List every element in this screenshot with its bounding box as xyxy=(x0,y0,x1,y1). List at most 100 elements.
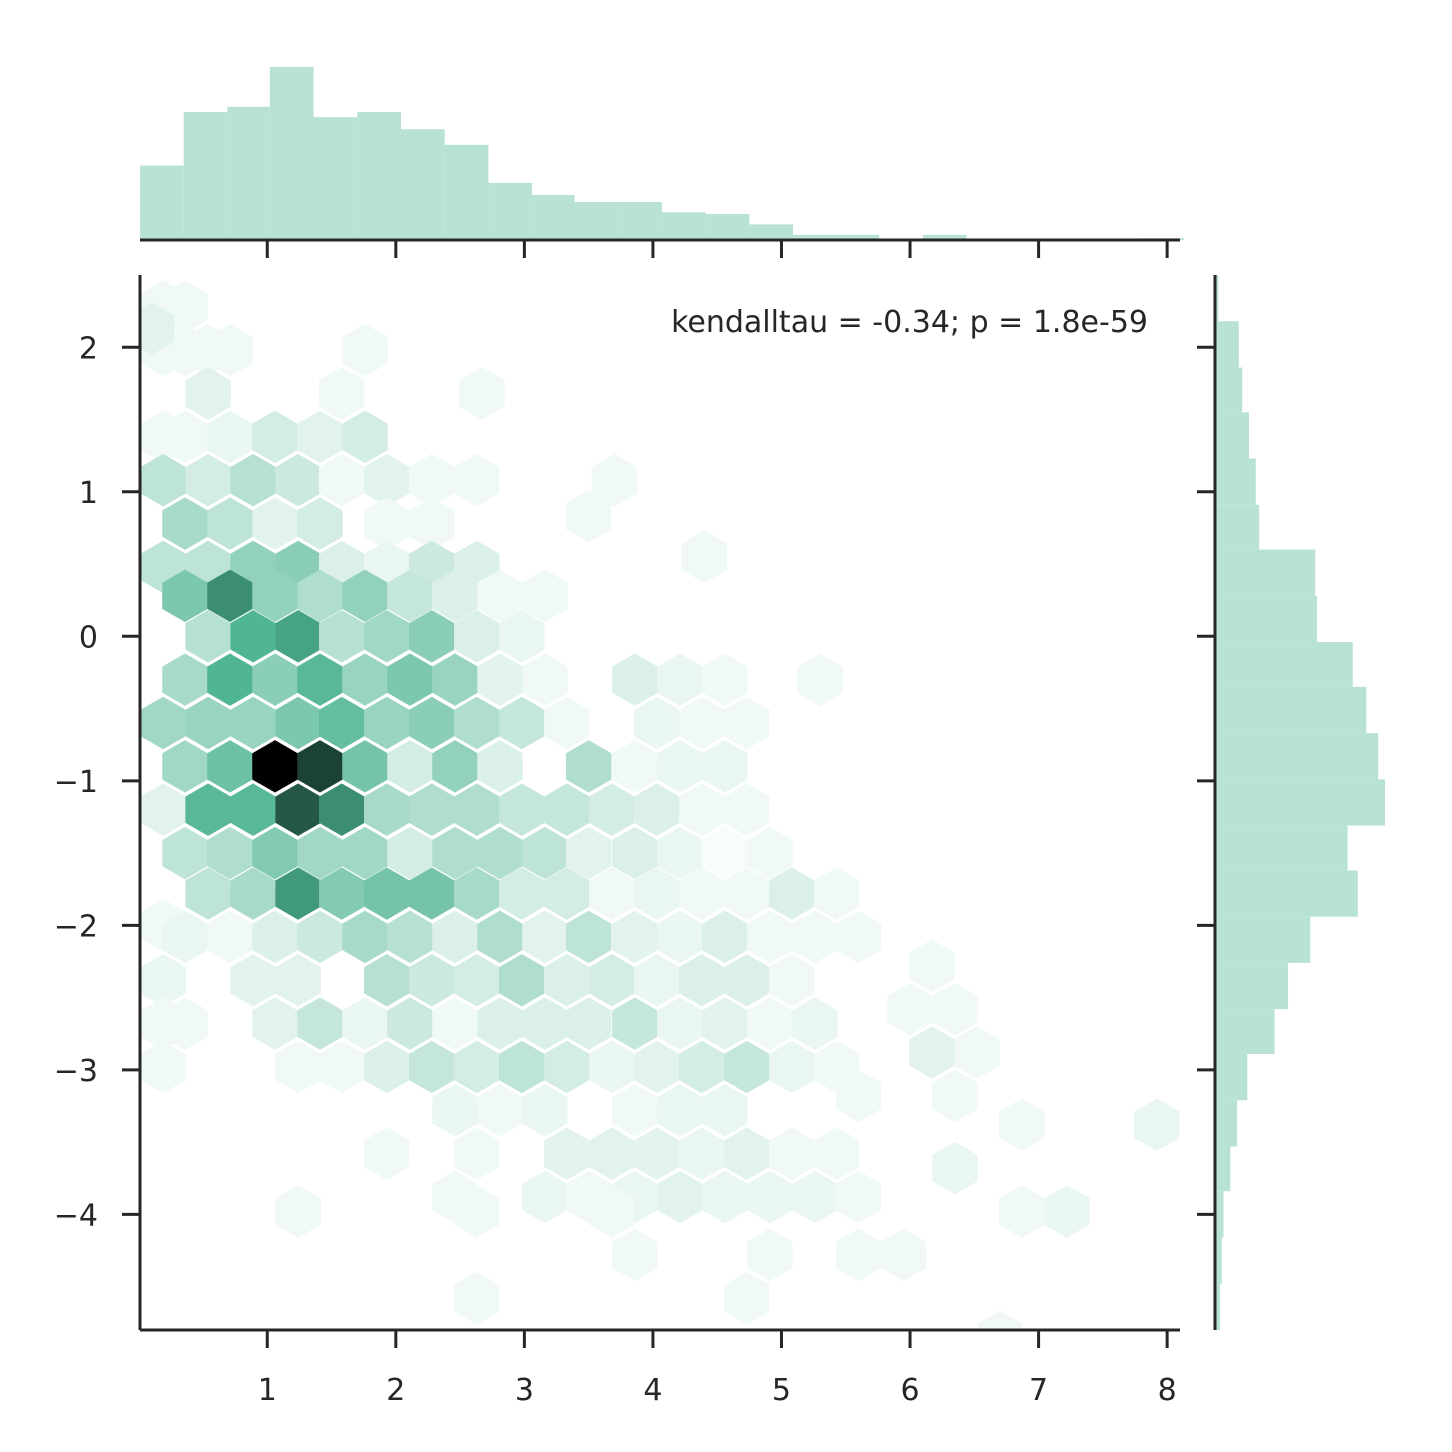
hexbin-cell xyxy=(162,653,208,706)
y-tick-label: 2 xyxy=(79,331,98,366)
hexbin-cell xyxy=(724,783,770,836)
hexbin-cell xyxy=(499,954,545,1007)
hexbin-cell xyxy=(364,783,410,836)
hexbin-cell xyxy=(522,1170,568,1224)
hexbin-cell xyxy=(185,696,231,750)
hexbin-cell xyxy=(724,954,770,1007)
hexbin-cell xyxy=(140,696,186,750)
hexbin-cell xyxy=(140,1040,186,1094)
hexbin-cell xyxy=(230,453,276,507)
hexbin-cell xyxy=(544,1040,590,1094)
x-tick-label: 2 xyxy=(386,1373,405,1408)
y-tick-label: 0 xyxy=(79,620,98,655)
hexbin-cell xyxy=(522,569,568,623)
top-histogram-bar xyxy=(705,214,750,240)
hexbin-cell xyxy=(679,1127,725,1180)
hexbin-cell xyxy=(769,954,815,1007)
hexbin-cell xyxy=(230,696,276,750)
hexbin-cell xyxy=(185,453,231,507)
hexbin-cell xyxy=(275,954,321,1007)
hexbin-cell xyxy=(319,783,365,836)
hexbin-cell xyxy=(387,653,433,706)
right-histogram-bar xyxy=(1215,1009,1275,1054)
hexbin-cell xyxy=(589,1040,635,1094)
hexbin-cell xyxy=(679,1040,725,1094)
hexbin-cell xyxy=(275,1185,321,1238)
x-tick-label: 4 xyxy=(643,1373,662,1408)
hexbin-cell xyxy=(814,1127,860,1180)
hexbin-cell xyxy=(932,1069,978,1123)
x-axis-ticks: 1 2 3 4 5 6 7 8 xyxy=(258,240,1177,1408)
hexbin-cell xyxy=(999,1185,1045,1238)
hexbin-cell xyxy=(140,783,186,836)
hexbin-cell xyxy=(679,783,725,836)
hexbin-cell xyxy=(792,1170,838,1224)
hexbin-cell xyxy=(932,1141,978,1195)
right-histogram-bar xyxy=(1215,779,1385,826)
hexbin-cell xyxy=(454,1040,500,1094)
hexbin-cell xyxy=(297,997,343,1050)
hexbin-cell xyxy=(589,1127,635,1180)
hexbin-cell xyxy=(207,323,253,377)
hexbin-cell xyxy=(747,1170,793,1224)
hexbin-cell xyxy=(432,997,478,1050)
hexbin-cell xyxy=(835,1069,882,1123)
hexbin-cell xyxy=(207,910,253,964)
top-histogram-bar xyxy=(313,117,358,240)
top-histogram-bar xyxy=(574,201,619,240)
hexbin-cell xyxy=(230,783,276,836)
hexbin-cell xyxy=(275,453,321,507)
hexbin-cell xyxy=(252,410,298,464)
hexbin-cell xyxy=(634,783,680,836)
hexbin-cell xyxy=(297,410,343,464)
x-tick-label: 6 xyxy=(900,1373,919,1408)
hexbin-cell xyxy=(364,1040,410,1094)
top-histogram-bar xyxy=(793,234,837,240)
x-tick-label: 8 xyxy=(1158,1373,1177,1408)
hexbin-cell xyxy=(319,453,365,507)
hexbin-cell xyxy=(612,1228,658,1282)
hexbin-cell xyxy=(364,1127,410,1180)
hexbin-cell xyxy=(769,1040,815,1094)
hexbin-cell xyxy=(252,497,298,550)
x-tick-label: 3 xyxy=(515,1373,534,1408)
hexbin-cell xyxy=(724,696,770,750)
hexbin-cell xyxy=(319,367,365,420)
hexbin-cell xyxy=(297,497,343,550)
hexbin-cell xyxy=(522,653,568,706)
y-tick-label: −1 xyxy=(54,765,98,800)
hexbin-cell xyxy=(140,302,175,355)
hexbin-cell xyxy=(387,740,433,793)
hexbin-cell xyxy=(589,954,635,1007)
hexbin-cell xyxy=(207,740,253,793)
right-histogram-bar xyxy=(1215,412,1249,459)
hexbin-cell xyxy=(454,696,500,750)
right-histogram-bar xyxy=(1215,367,1243,413)
right-histogram-bar xyxy=(1215,825,1348,871)
hexbin-cell xyxy=(185,367,231,420)
right-histogram-bar xyxy=(1215,1283,1221,1330)
hexbin-cell xyxy=(724,1127,770,1180)
hexbin-cell xyxy=(297,740,343,793)
hexbin-cell xyxy=(589,1185,635,1238)
y-axis-ticks: 2 1 0 −1 −2 −3 −4 xyxy=(54,331,1215,1233)
hexbin-cell xyxy=(565,910,612,964)
hexbin-cell xyxy=(797,653,843,706)
hexbin-cell xyxy=(252,653,298,706)
hexbin-cell xyxy=(634,696,680,750)
hexbin-cell xyxy=(454,1271,500,1325)
hexbin-cell xyxy=(909,1026,955,1079)
hexbin-cell xyxy=(747,910,793,964)
hexbin-cell xyxy=(544,696,590,750)
hexbin-cell xyxy=(814,867,860,920)
hexbin-cell xyxy=(522,910,568,964)
hexbin-cell xyxy=(409,954,455,1007)
x-tick-label: 7 xyxy=(1029,1373,1048,1408)
hexbin-cell xyxy=(499,610,545,663)
top-histogram-bar xyxy=(140,165,184,240)
kendalltau-annotation: kendalltau = -0.34; p = 1.8e-59 xyxy=(671,305,1148,340)
top-histogram-bar xyxy=(661,212,706,240)
hexbin-cell xyxy=(702,910,748,964)
hexbin-cell xyxy=(747,1228,793,1282)
hexbin-cell xyxy=(342,997,388,1050)
